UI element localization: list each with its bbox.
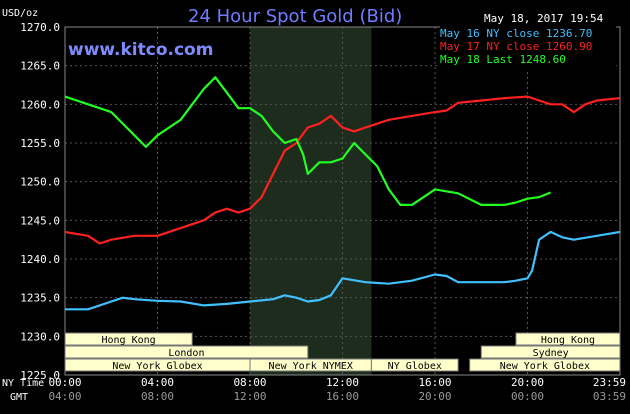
axis-labels: 1270.0 1265.0 1260.0 1255.0 1250.0 1245.0 1240… bbox=[20, 21, 626, 403]
market-box bbox=[370, 358, 459, 372]
series-line-0 bbox=[65, 230, 621, 311]
market-label: London bbox=[168, 348, 204, 359]
market-box bbox=[64, 345, 309, 359]
x-tick-label: 12:00 bbox=[326, 376, 359, 389]
x-tick-label-gmt: 00:00 bbox=[511, 390, 544, 403]
market-sessions: Hong Kong London New York Globex New York N… bbox=[64, 332, 621, 372]
y-tick-label: 1255.0 bbox=[20, 137, 60, 150]
y-tick-label: 1230.0 bbox=[20, 330, 60, 343]
y-tick-label: 1265.0 bbox=[20, 60, 60, 73]
market-label: Hong Kong bbox=[541, 335, 595, 346]
x-tick-label: 20:00 bbox=[511, 376, 544, 389]
website-label: www.kitco.com bbox=[68, 40, 213, 60]
x-tick-label: 23:59 bbox=[593, 376, 626, 389]
legend: May 16 NY close 1236.70 May 17 NY close … bbox=[440, 26, 616, 70]
market-box bbox=[64, 332, 193, 346]
market-box bbox=[469, 358, 621, 372]
x-tick-label-gmt: 12:00 bbox=[233, 390, 266, 403]
y-tick-label: 1250.0 bbox=[20, 176, 60, 189]
legend-entry-2: May 18 Last 1248.60 bbox=[440, 53, 566, 66]
series-lines bbox=[64, 76, 621, 311]
x-row-label-ny: NY Time bbox=[2, 378, 44, 389]
y-tick-label: 1235.0 bbox=[20, 292, 60, 305]
legend-background bbox=[440, 26, 616, 70]
x-row-label-gmt: GMT bbox=[10, 392, 28, 403]
x-tick-label: 04:00 bbox=[141, 376, 174, 389]
y-tick-label: 1270.0 bbox=[20, 21, 60, 34]
market-label: NY Globex bbox=[388, 361, 442, 372]
market-label: New York Globex bbox=[112, 361, 202, 372]
series-line-2 bbox=[64, 76, 552, 206]
market-box bbox=[515, 332, 621, 346]
x-tick-label: 00:00 bbox=[48, 376, 81, 389]
x-tick-label-gmt: 20:00 bbox=[418, 390, 451, 403]
series-line-1 bbox=[64, 95, 621, 245]
x-tick-label: 08:00 bbox=[233, 376, 266, 389]
market-label: Sydney bbox=[533, 348, 569, 359]
plot-frame bbox=[64, 26, 621, 376]
x-tick-label-gmt: 08:00 bbox=[141, 390, 174, 403]
nymex-session-shade bbox=[250, 27, 372, 375]
x-tick-label: 16:00 bbox=[418, 376, 451, 389]
market-label: New York NYMEX bbox=[269, 361, 353, 372]
x-tick-label-gmt: 16:00 bbox=[326, 390, 359, 403]
timestamp: May 18, 2017 19:54 bbox=[484, 12, 604, 25]
y-tick-label: 1245.0 bbox=[20, 214, 60, 227]
y-tick-label: 1225.0 bbox=[20, 369, 60, 382]
x-tick-label-gmt: 04:00 bbox=[48, 390, 81, 403]
market-label: New York Globex bbox=[500, 361, 590, 372]
y-tick-label: 1260.0 bbox=[20, 98, 60, 111]
legend-entry-0: May 16 NY close 1236.70 bbox=[440, 27, 592, 40]
y-tick-label: 1240.0 bbox=[20, 253, 60, 266]
market-label: Hong Kong bbox=[102, 335, 156, 346]
y-unit-label: USD/oz bbox=[2, 8, 38, 19]
legend-entry-1: May 17 NY close 1260.90 bbox=[440, 40, 592, 53]
x-tick-label-gmt: 03:59 bbox=[593, 390, 626, 403]
market-box bbox=[480, 345, 621, 359]
grid-lines bbox=[64, 26, 621, 376]
chart-title: 24 Hour Spot Gold (Bid) bbox=[188, 6, 402, 27]
